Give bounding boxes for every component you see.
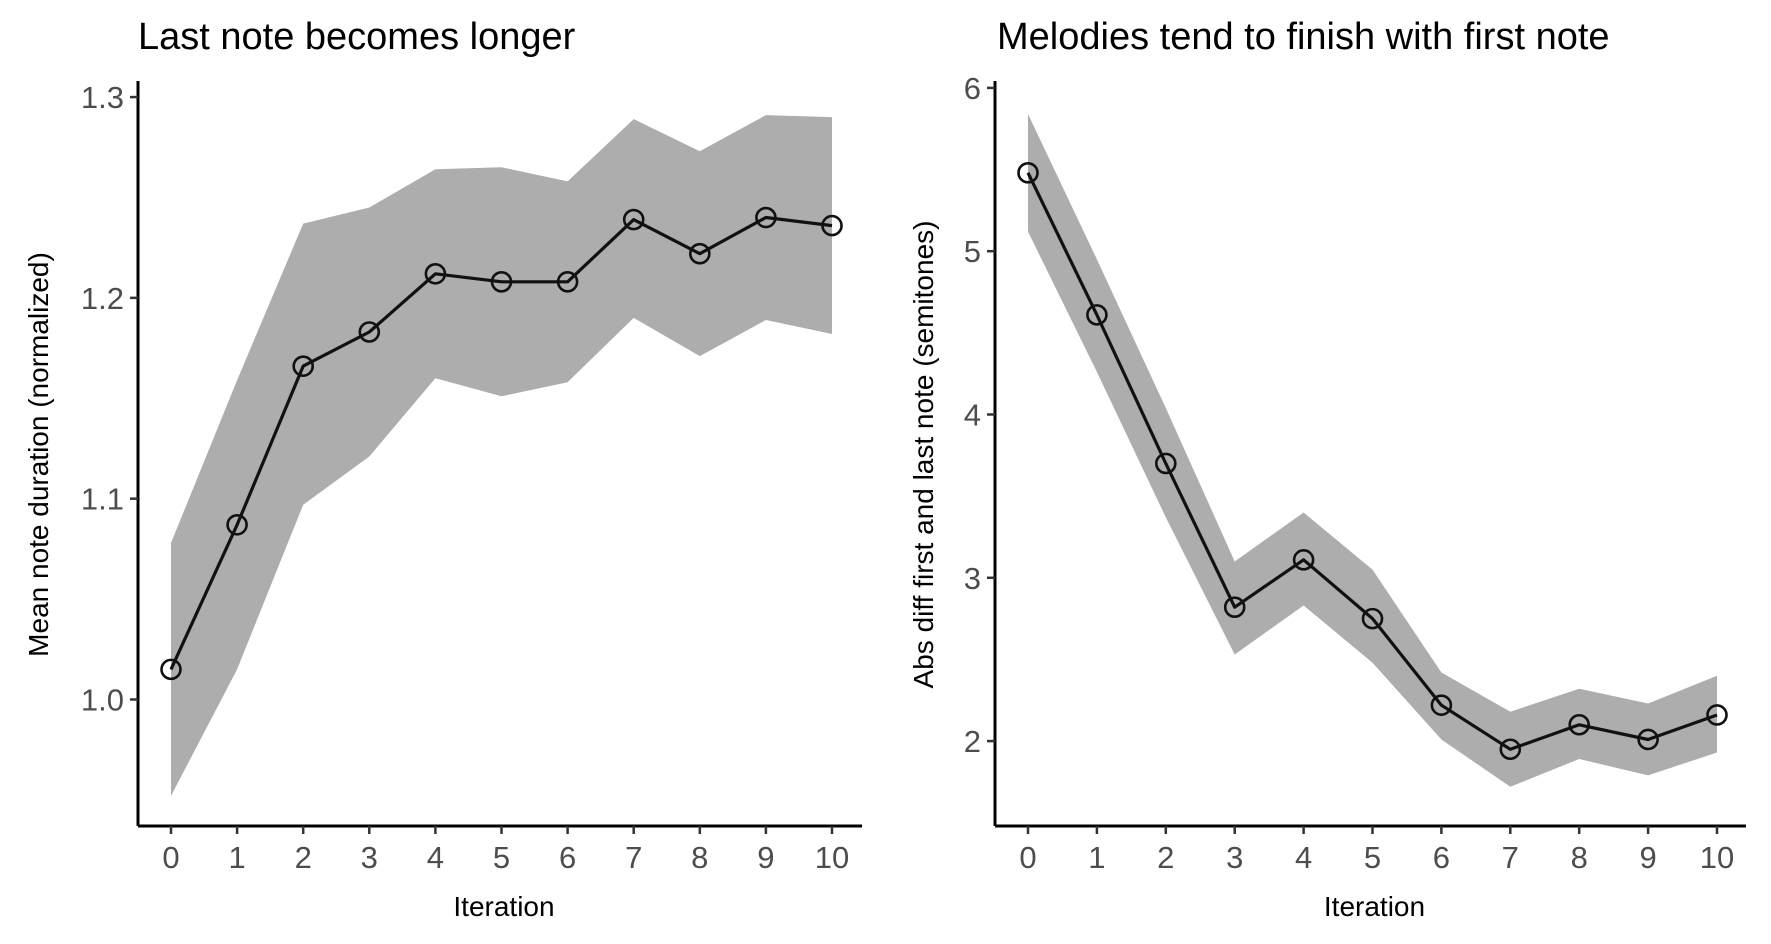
data-point (821, 214, 843, 237)
x-tick-label: 7 (1502, 840, 1519, 875)
x-tick-label: 1 (1088, 840, 1105, 875)
data-point (160, 658, 182, 681)
data-point (1568, 713, 1591, 736)
x-tick-label: 5 (1364, 840, 1381, 875)
data-point (1637, 728, 1659, 751)
y-tick-label: 1.3 (81, 80, 124, 115)
x-tick-label: 0 (162, 840, 179, 875)
data-point (1706, 704, 1728, 726)
x-tick-label: 1 (228, 840, 245, 875)
data-point (1086, 304, 1108, 326)
y-tick-label: 4 (964, 397, 981, 432)
confidence-ribbon (1028, 114, 1717, 787)
data-point (1361, 607, 1384, 630)
data-point (424, 262, 447, 285)
x-tick-label: 9 (1639, 840, 1656, 875)
x-tick-label: 4 (427, 840, 444, 875)
data-point (755, 206, 777, 229)
y-tick-label: 2 (964, 724, 981, 759)
line-chart-left: 1.0 1.1 1.2 1.3 0 1 2 3 4 5 6 7 8 9 10 Iteration Mean no… (23, 80, 862, 922)
x-tick-label: 2 (1157, 840, 1174, 875)
x-tick-label: 9 (757, 840, 774, 875)
x-tick-label: 6 (1433, 840, 1450, 875)
x-tick-label: 0 (1019, 840, 1036, 875)
chart-panel-left: Last note becomes longer 1.0 1.1 1.2 1.3 0 1 2… (0, 0, 885, 944)
x-tick-label: 10 (1700, 840, 1734, 875)
x-tick-label: 3 (1226, 840, 1243, 875)
y-axis-label: Abs diff first and last note (semitones) (908, 221, 939, 689)
y-tick-label: 1.2 (81, 281, 124, 316)
confidence-ribbon (171, 115, 832, 796)
line-chart-right: 2 3 4 5 6 0 1 2 3 4 5 6 7 8 9 10 Iteration Abs diff first… (908, 71, 1746, 922)
x-tick-label: 8 (691, 840, 708, 875)
series-line (169, 215, 833, 671)
series-line (1026, 172, 1718, 751)
x-tick-label: 5 (493, 840, 510, 875)
y-tick-label: 1.1 (81, 482, 124, 517)
x-tick-label: 6 (559, 840, 576, 875)
data-point (226, 513, 248, 536)
x-axis-label: Iteration (453, 891, 554, 922)
x-axis-label: Iteration (1324, 891, 1425, 922)
data-point (490, 271, 513, 293)
chart-panel-right: Melodies tend to finish with first note … (885, 0, 1771, 944)
y-tick-label: 5 (964, 234, 981, 269)
x-tick-label: 8 (1571, 840, 1588, 875)
x-tick-label: 10 (815, 840, 849, 875)
data-point (622, 208, 645, 231)
data-point (1292, 549, 1315, 571)
data-point (556, 271, 579, 293)
data-point (358, 321, 381, 343)
y-axis-label: Mean note duration (normalized) (23, 252, 54, 657)
x-tick-label: 3 (361, 840, 378, 875)
chart-title: Last note becomes longer (138, 16, 576, 58)
chart-title: Melodies tend to finish with first note (997, 16, 1610, 58)
x-tick-label: 2 (295, 840, 312, 875)
y-tick-label: 1.0 (81, 682, 124, 717)
y-tick-label: 3 (964, 561, 981, 596)
x-tick-label: 7 (625, 840, 642, 875)
data-point (1499, 738, 1522, 761)
y-tick-label: 6 (964, 71, 981, 106)
data-point (1223, 596, 1246, 618)
data-point (1154, 452, 1177, 475)
x-tick-label: 4 (1295, 840, 1312, 875)
data-point (1430, 694, 1453, 716)
data-point (1017, 162, 1039, 184)
data-point (688, 242, 711, 265)
data-point (292, 355, 315, 377)
